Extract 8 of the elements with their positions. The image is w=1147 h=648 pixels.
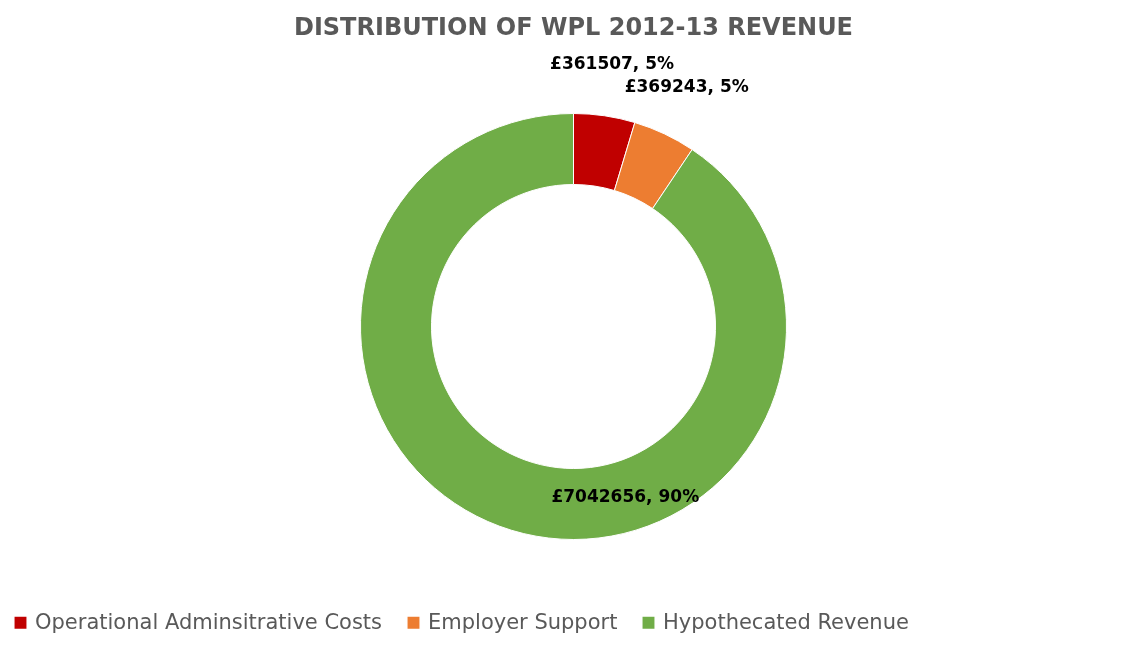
legend-label: Operational Adminsitrative Costs <box>35 609 383 634</box>
donut-slice <box>360 113 787 540</box>
data-label: £361507, 5% <box>550 53 675 74</box>
data-label: £369243, 5% <box>624 75 749 96</box>
data-label: £7042656, 90% <box>551 485 700 506</box>
legend-label: Employer Support <box>428 609 618 634</box>
legend-label: Hypothecated Revenue <box>663 609 909 634</box>
chart-title: DISTRIBUTION OF WPL 2012-13 REVENUE <box>293 13 854 42</box>
